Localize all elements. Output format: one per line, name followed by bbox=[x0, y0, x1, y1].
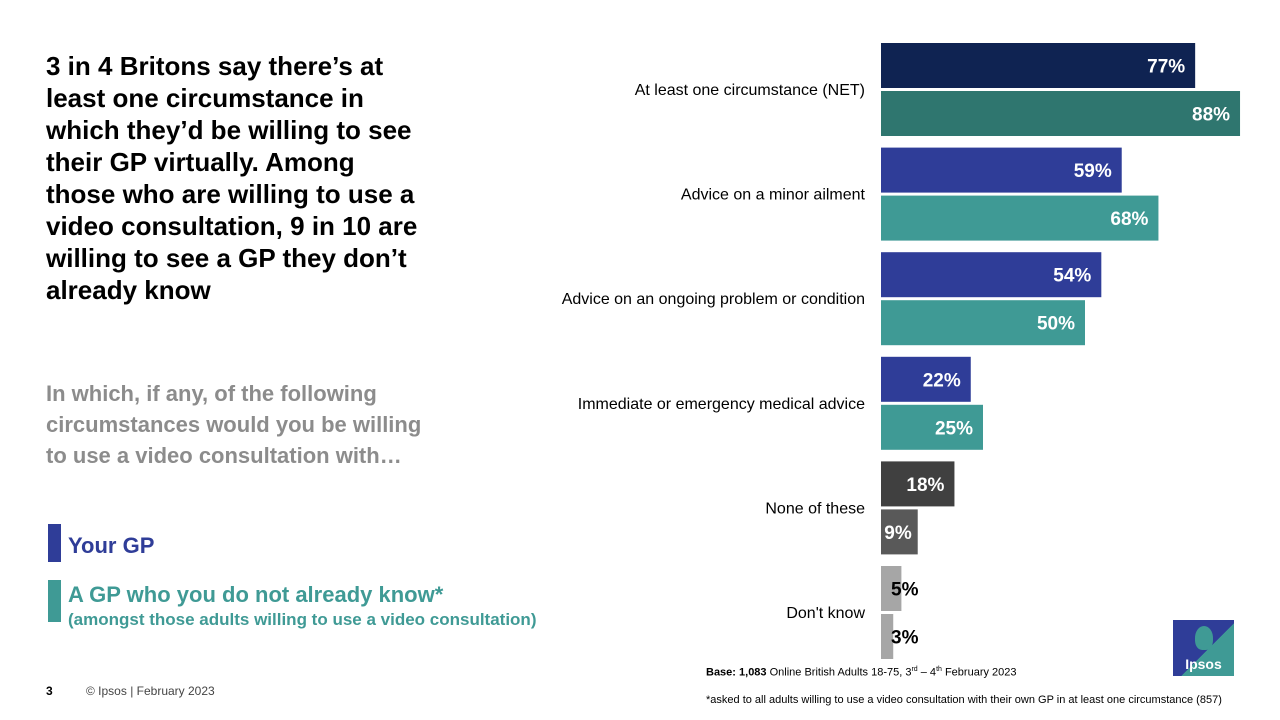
bar bbox=[881, 43, 1196, 88]
category-label: None of these bbox=[765, 500, 865, 517]
category-label: Advice on a minor ailment bbox=[681, 187, 866, 204]
category-label: Immediate or emergency medical advice bbox=[578, 396, 865, 413]
survey-question: In which, if any, of the following circu… bbox=[46, 381, 422, 468]
base-note-text-1: Online British Adults 18-75, 3 bbox=[766, 666, 912, 679]
value-label: 68% bbox=[1110, 209, 1148, 230]
value-label: 5% bbox=[891, 580, 919, 601]
legend-label-new-gp: A GP who you do not already know* bbox=[68, 582, 444, 607]
bar bbox=[881, 356, 971, 402]
bar bbox=[881, 461, 955, 507]
category-label: Don't know bbox=[786, 605, 865, 622]
legend-sublabel-new-gp: (amongst those adults willing to use a v… bbox=[68, 610, 537, 629]
bar bbox=[881, 300, 1085, 346]
bar bbox=[881, 509, 918, 555]
category-label: Advice on an ongoing problem or conditio… bbox=[562, 291, 865, 308]
headline: 3 in 4 Britons say there’s at least one … bbox=[46, 51, 418, 305]
logo-text: Ipsos bbox=[1185, 656, 1222, 672]
value-label: 88% bbox=[1192, 105, 1230, 126]
bar bbox=[881, 91, 1241, 136]
logo-head-icon bbox=[1195, 626, 1213, 650]
bar bbox=[881, 252, 1102, 298]
bar bbox=[881, 195, 1159, 241]
ipsos-logo: Ipsos bbox=[1173, 620, 1234, 676]
value-label: 18% bbox=[906, 475, 944, 496]
page-number: 3 bbox=[46, 684, 53, 698]
value-label: 22% bbox=[923, 370, 961, 391]
legend-swatch-your-gp bbox=[48, 524, 61, 562]
bar bbox=[881, 404, 983, 450]
bar bbox=[881, 614, 894, 659]
category-label: At least one circumstance (NET) bbox=[635, 82, 865, 99]
legend-label-your-gp: Your GP bbox=[68, 533, 155, 558]
legend-swatch-new-gp bbox=[48, 580, 61, 622]
bar bbox=[881, 147, 1122, 193]
copyright: © Ipsos | February 2023 bbox=[86, 684, 215, 698]
base-note-text-2: – 4 bbox=[917, 666, 937, 679]
value-label: 54% bbox=[1053, 266, 1091, 287]
base-note-sup-1: rd bbox=[911, 666, 918, 673]
bar bbox=[881, 566, 902, 611]
value-label: 59% bbox=[1074, 161, 1112, 182]
asterisk-note: *asked to all adults willing to use a vi… bbox=[706, 694, 1222, 706]
value-label: 50% bbox=[1037, 314, 1075, 335]
base-note: Base: 1,083 Online British Adults 18-75,… bbox=[706, 666, 1017, 679]
value-label: 3% bbox=[891, 628, 919, 649]
value-label: 25% bbox=[935, 418, 973, 439]
base-note-bold: Base: 1,083 bbox=[706, 666, 767, 679]
base-note-sup-2: th bbox=[936, 666, 942, 673]
base-note-text-3: February 2023 bbox=[941, 666, 1017, 679]
value-label: 9% bbox=[884, 523, 912, 544]
value-label: 77% bbox=[1147, 57, 1185, 78]
